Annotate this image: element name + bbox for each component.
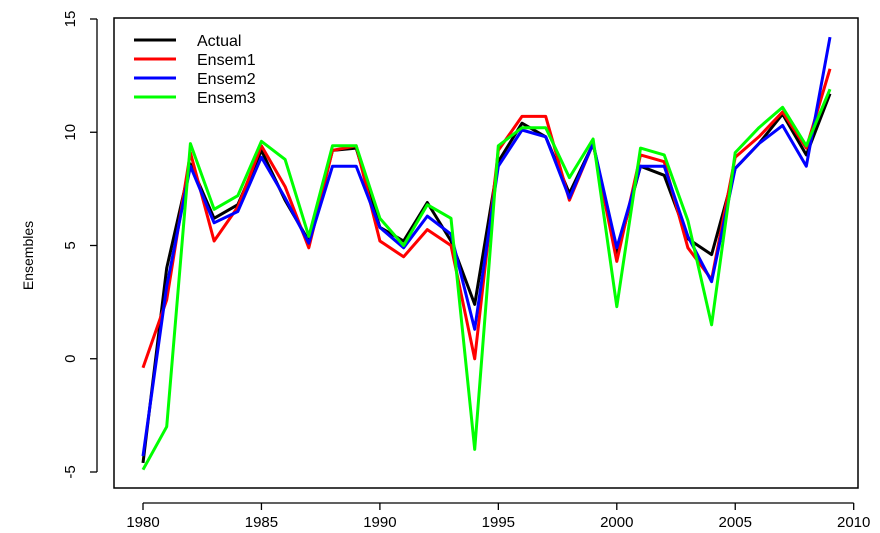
x-tick-label: 1995 bbox=[482, 514, 515, 531]
plot-frame bbox=[113, 17, 859, 489]
series-line-ensem3 bbox=[141, 88, 832, 471]
y-tick-label: 15 bbox=[62, 11, 79, 28]
y-tick-label: 10 bbox=[62, 124, 79, 141]
x-tick-label: 2000 bbox=[600, 514, 633, 531]
axes: 1980 1985 1990 1995 2000 2005 2010 -5 0 5 10 15 bbox=[62, 11, 870, 531]
series-lines bbox=[141, 36, 832, 471]
y-axis-title: Ensembles bbox=[20, 221, 36, 290]
x-tick-label: 2010 bbox=[837, 514, 870, 531]
legend-label-ensem1: Ensem1 bbox=[197, 52, 256, 69]
legend-label-ensem2: Ensem2 bbox=[197, 71, 256, 88]
x-tick-label: 1980 bbox=[126, 514, 159, 531]
x-tick-label: 1985 bbox=[245, 514, 278, 531]
x-tick-label: 2005 bbox=[719, 514, 752, 531]
y-tick-label: 5 bbox=[62, 241, 79, 249]
y-tick-label: -5 bbox=[62, 465, 79, 478]
legend-label-ensem3: Ensem3 bbox=[197, 90, 256, 107]
legend-label-actual: Actual bbox=[197, 33, 241, 50]
legend: Actual Ensem1 Ensem2 Ensem3 bbox=[134, 33, 256, 107]
series-line-ensem2 bbox=[141, 36, 832, 457]
x-tick-label: 1990 bbox=[363, 514, 396, 531]
y-tick-label: 0 bbox=[62, 355, 79, 363]
